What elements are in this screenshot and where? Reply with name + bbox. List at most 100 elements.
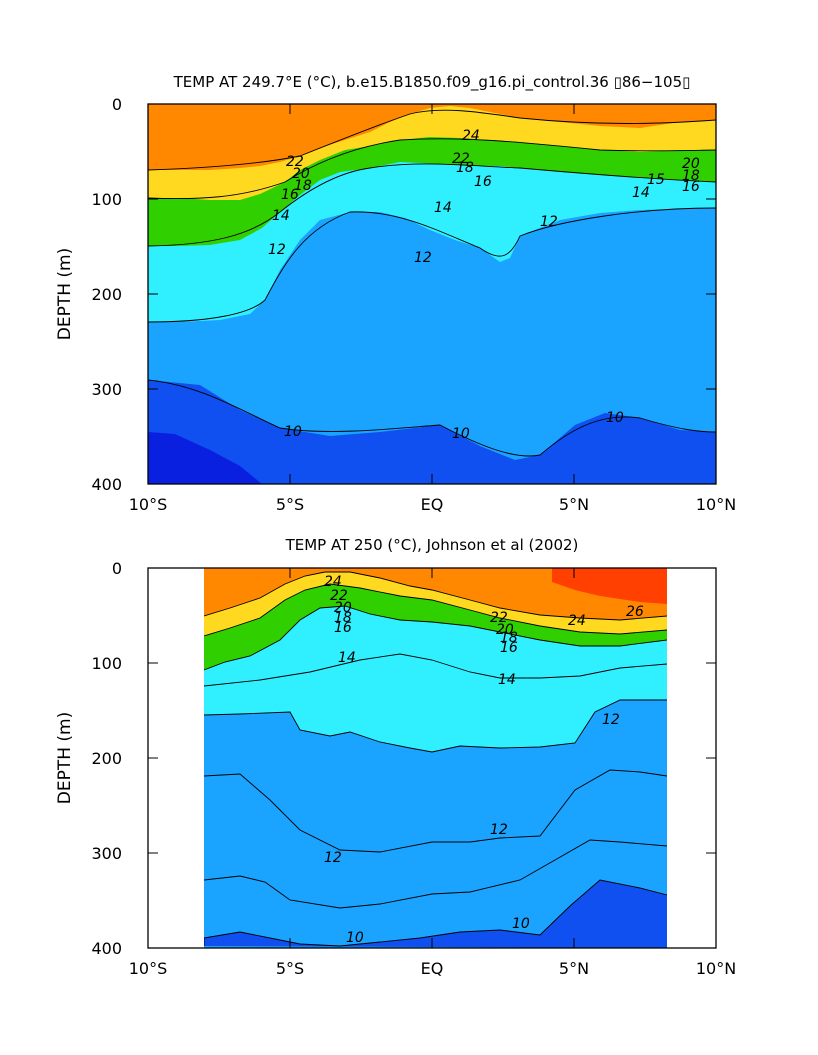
isotherm-24 <box>148 109 716 171</box>
contour-label: 18 <box>334 610 352 626</box>
band-deep-blue <box>148 380 716 484</box>
band-darkest-blue <box>148 432 262 484</box>
contour-label: 16 <box>474 174 492 190</box>
y-tick-label: 0 <box>112 95 122 114</box>
contour-label: 18 <box>294 178 312 194</box>
x-tick-label: EQ <box>421 495 444 514</box>
isotherm-10 <box>204 879 667 947</box>
contour-label: 12 <box>540 214 558 230</box>
contour-label: 12 <box>268 242 286 258</box>
x-tick-label: 5°S <box>276 959 304 978</box>
contour-lines <box>204 571 667 947</box>
y-tick-label: 400 <box>91 939 122 958</box>
contour-labels: 24 22 22 20 20 18 18 18 16 16 16 15 14 1… <box>268 128 700 442</box>
y-tick-label: 100 <box>91 190 122 209</box>
isotherm-10 <box>148 379 716 457</box>
x-tick-labels: 10°S 5°S EQ 5°N 10°N <box>129 959 736 978</box>
contour-label: 20 <box>292 166 310 182</box>
x-tick-label: 10°S <box>129 959 168 978</box>
x-tick-labels: 10°S 5°S EQ 5°N 10°N <box>129 495 736 514</box>
tick-marks <box>147 103 717 485</box>
contour-label: 20 <box>682 156 700 172</box>
contour-label: 24 <box>324 574 342 590</box>
contour-lines <box>148 109 716 457</box>
contour-fill <box>204 568 667 948</box>
contour-label: 10 <box>346 930 364 946</box>
isotherm-14 <box>204 653 667 687</box>
isotherm-12 <box>148 207 716 323</box>
band-mid-blue <box>204 700 667 948</box>
contour-label: 15 <box>647 172 665 188</box>
isotherm-22 <box>204 583 667 637</box>
contour-labels: 24 22 20 18 16 22 20 18 16 24 26 14 14 1… <box>324 574 644 946</box>
y-tick-labels: 0 100 200 300 400 <box>91 559 122 958</box>
chart-title: TEMP AT 250 (°C), Johnson et al (2002) <box>285 536 579 554</box>
y-tick-label: 200 <box>91 749 122 768</box>
y-axis-label: DEPTH (m) <box>55 712 75 804</box>
band-warm <box>204 568 667 620</box>
contour-label: 22 <box>452 151 470 167</box>
x-tick-label: 5°S <box>276 495 304 514</box>
x-tick-label: 5°N <box>559 959 589 978</box>
contour-label: 10 <box>284 424 302 440</box>
isotherm-12 <box>204 699 667 753</box>
contour-label: 14 <box>434 200 452 216</box>
isotherm-10-5 <box>204 839 667 909</box>
y-tick-labels: 0 100 200 300 400 <box>91 95 122 494</box>
contour-label: 22 <box>286 154 304 170</box>
contour-label: 26 <box>626 604 644 620</box>
contour-label: 10 <box>452 426 470 442</box>
y-tick-label: 400 <box>91 475 122 494</box>
contour-label: 14 <box>338 650 356 666</box>
band-warm <box>148 104 716 170</box>
x-tick-label: EQ <box>421 959 444 978</box>
isotherm-24 <box>204 571 667 621</box>
x-tick-label: 10°N <box>696 495 736 514</box>
contour-label: 20 <box>334 600 352 616</box>
band-hot <box>552 568 667 604</box>
contour-label: 18 <box>682 168 700 184</box>
chart-panel-model: TEMP AT 249.7°E (°C), b.e15.B1850.f09_g1… <box>55 73 736 514</box>
contour-label: 18 <box>456 160 474 176</box>
isotherm-22 <box>148 138 716 200</box>
chart-panel-observations: TEMP AT 250 (°C), Johnson et al (2002) D… <box>55 536 736 978</box>
x-tick-label: 10°N <box>696 959 736 978</box>
y-tick-label: 200 <box>91 285 122 304</box>
x-tick-label: 10°S <box>129 495 168 514</box>
contour-label: 14 <box>498 672 516 688</box>
contour-label: 10 <box>512 916 530 932</box>
contour-label: 24 <box>462 128 480 144</box>
isotherm-16 <box>204 605 667 671</box>
contour-label: 12 <box>602 712 620 728</box>
y-tick-label: 300 <box>91 844 122 863</box>
contour-label: 20 <box>496 622 514 638</box>
contour-label: 12 <box>414 250 432 266</box>
contour-label: 16 <box>682 179 700 195</box>
contour-label: 22 <box>490 610 508 626</box>
contour-label: 10 <box>606 410 624 426</box>
y-axis-label: DEPTH (m) <box>55 248 75 340</box>
y-tick-label: 0 <box>112 559 122 578</box>
contour-fill <box>148 104 716 484</box>
band-deep-blue <box>204 880 667 948</box>
x-tick-label: 5°N <box>559 495 589 514</box>
contour-label: 14 <box>272 208 290 224</box>
contour-label: 18 <box>500 630 518 646</box>
y-tick-label: 100 <box>91 654 122 673</box>
contour-label: 24 <box>568 613 586 629</box>
chart-title: TEMP AT 249.7°E (°C), b.e15.B1850.f09_g1… <box>173 73 691 92</box>
axis-ticks <box>147 103 717 485</box>
y-tick-label: 300 <box>91 380 122 399</box>
contour-label: 14 <box>632 185 650 201</box>
contour-label: 16 <box>281 187 299 203</box>
contour-label: 22 <box>330 588 348 604</box>
contour-label: 12 <box>490 822 508 838</box>
isotherm-18 <box>148 163 716 247</box>
contour-label: 16 <box>500 640 518 656</box>
isotherm-11 <box>204 769 667 853</box>
axis-ticks <box>147 567 717 949</box>
contour-label: 12 <box>324 850 342 866</box>
contour-label: 16 <box>334 620 352 636</box>
tick-marks <box>147 567 717 949</box>
